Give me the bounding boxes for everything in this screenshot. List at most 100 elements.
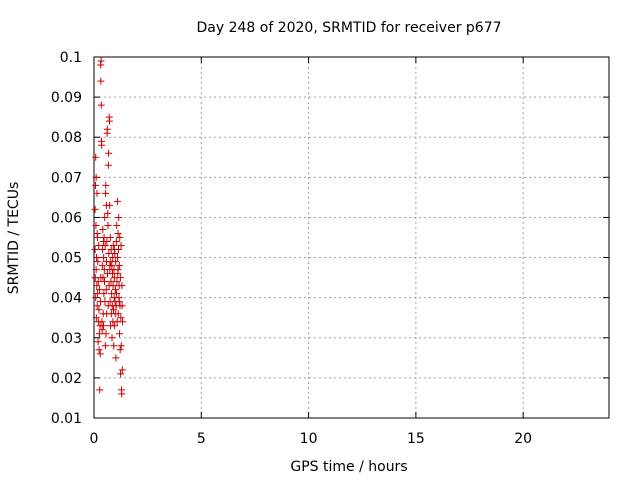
- data-point: [99, 225, 107, 233]
- x-tick-label: 0: [90, 431, 99, 447]
- data-point: [108, 334, 116, 342]
- data-point: [116, 346, 124, 354]
- y-tick-label: 0.06: [51, 210, 82, 226]
- data-point: [94, 278, 102, 286]
- data-point: [94, 258, 102, 266]
- data-point: [92, 221, 100, 229]
- data-point: [97, 57, 105, 65]
- data-point: [115, 262, 123, 270]
- data-point: [114, 229, 122, 237]
- data-point: [96, 286, 104, 294]
- data-point: [110, 274, 118, 282]
- data-point: [112, 258, 120, 266]
- data-point: [92, 153, 100, 161]
- data-point: [92, 294, 100, 302]
- data-point: [111, 322, 119, 330]
- data-point: [105, 117, 113, 125]
- y-tick-label: 0.05: [51, 251, 82, 267]
- data-point: [112, 238, 120, 246]
- data-point: [94, 338, 102, 346]
- data-point: [97, 101, 105, 109]
- data-point: [92, 181, 100, 189]
- data-point: [102, 181, 110, 189]
- data-point: [103, 125, 111, 133]
- data-point: [98, 326, 106, 334]
- data-point: [116, 274, 124, 282]
- y-axis-label: SRMTID / TECUs: [6, 182, 22, 295]
- data-point: [95, 346, 103, 354]
- data-point: [100, 290, 108, 298]
- data-point: [102, 189, 110, 197]
- x-tick-label: 10: [300, 431, 318, 447]
- data-point: [99, 322, 107, 330]
- y-tick-label: 0.1: [60, 50, 82, 66]
- data-point: [118, 282, 126, 290]
- data-point: [118, 302, 126, 310]
- data-point: [111, 286, 119, 294]
- y-tick-label: 0.09: [51, 90, 82, 106]
- axes: 0 5 10 15 20 0.01 0.02 0.03 0.04 0.05 0.06 0.07 0.08…: [51, 50, 610, 447]
- data-point: [118, 366, 126, 374]
- data-point: [95, 242, 103, 250]
- data-point: [92, 314, 100, 322]
- data-point: [115, 298, 123, 306]
- y-tick-label: 0.01: [51, 411, 82, 427]
- data-point: [110, 342, 118, 350]
- data-point: [92, 173, 100, 181]
- data-point: [107, 278, 115, 286]
- y-tick-label: 0.03: [51, 331, 82, 347]
- data-point: [98, 262, 106, 270]
- plot-frame: [93, 56, 610, 419]
- y-tick-label: 0.08: [51, 130, 82, 146]
- chart-title: Day 248 of 2020, SRMTID for receiver p67…: [196, 20, 501, 36]
- data-point: [97, 274, 105, 282]
- data-point: [93, 229, 101, 237]
- data-point: [114, 310, 122, 318]
- data-point: [97, 77, 105, 85]
- x-tick-label: 15: [407, 431, 425, 447]
- data-point: [93, 302, 101, 310]
- data-point: [95, 330, 103, 338]
- data-point: [92, 266, 100, 274]
- data-points: [91, 57, 127, 398]
- data-point: [106, 234, 114, 241]
- data-point: [100, 234, 108, 241]
- data-point: [93, 254, 101, 262]
- x-tick-label: 20: [514, 431, 532, 447]
- data-point: [95, 306, 103, 314]
- data-point: [117, 342, 125, 350]
- data-point: [98, 141, 106, 149]
- data-point: [113, 290, 121, 298]
- data-point: [99, 238, 107, 246]
- data-point: [101, 242, 109, 250]
- data-point: [110, 306, 118, 314]
- data-point: [109, 282, 117, 290]
- data-point: [118, 390, 126, 398]
- data-point: [104, 209, 112, 217]
- data-point: [116, 234, 124, 241]
- data-point: [114, 254, 122, 262]
- data-point: [105, 250, 113, 258]
- y-tick-label: 0.04: [51, 291, 82, 307]
- data-point: [105, 149, 113, 157]
- x-axis-label: GPS time / hours: [290, 459, 407, 475]
- data-point: [100, 254, 108, 262]
- data-point: [96, 386, 104, 394]
- y-tick-label: 0.07: [51, 170, 82, 186]
- data-point: [104, 161, 112, 169]
- x-tick-label: 5: [197, 431, 206, 447]
- data-point: [113, 278, 121, 286]
- data-point: [119, 318, 127, 326]
- data-point: [117, 314, 125, 322]
- data-point: [102, 330, 110, 338]
- data-point: [112, 354, 120, 362]
- data-point: [91, 246, 99, 254]
- data-point: [101, 278, 109, 286]
- y-tick-label: 0.02: [51, 371, 82, 387]
- data-point: [102, 286, 110, 294]
- data-point: [104, 221, 112, 229]
- data-point: [116, 330, 124, 338]
- data-point: [99, 246, 107, 254]
